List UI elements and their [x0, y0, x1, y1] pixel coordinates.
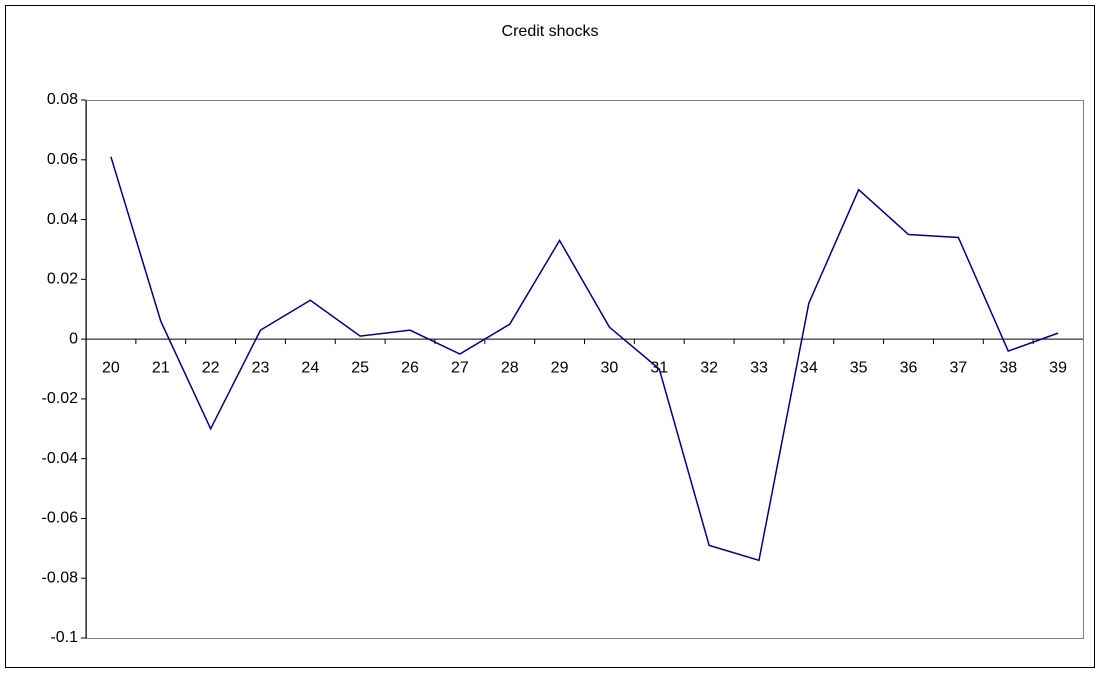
x-tick-label: 29: [551, 359, 569, 376]
x-tick-label: 26: [401, 359, 419, 376]
x-tick-label: 38: [999, 359, 1017, 376]
y-tick-label: -0.1: [50, 629, 78, 646]
x-tick-label: 21: [152, 359, 170, 376]
x-tick-label: 22: [202, 359, 220, 376]
x-tick-label: 27: [451, 359, 469, 376]
x-tick-label: 31: [650, 359, 668, 376]
data-line: [110, 156, 1059, 562]
x-tick-label: 34: [800, 359, 818, 376]
y-tick-label: 0.06: [47, 151, 78, 168]
x-tick-label: 36: [900, 359, 918, 376]
y-tick-label: 0.08: [47, 91, 78, 108]
chart-border: [5, 5, 1095, 668]
y-tick-label: -0.02: [42, 390, 79, 407]
y-tick-label: 0.04: [47, 211, 78, 228]
y-tick-label: -0.08: [42, 569, 79, 586]
x-tick-label: 37: [949, 359, 967, 376]
x-tick-label: 39: [1049, 359, 1067, 376]
x-tick-label: 32: [700, 359, 718, 376]
y-tick-label: 0.02: [47, 271, 78, 288]
y-tick-label: 0: [69, 330, 78, 347]
x-tick-label: 24: [301, 359, 319, 376]
y-tick-label: -0.04: [42, 450, 79, 467]
x-tick-label: 35: [850, 359, 868, 376]
y-tick-label: -0.06: [42, 510, 79, 527]
x-tick-label: 23: [252, 359, 270, 376]
x-tick-label: 33: [750, 359, 768, 376]
x-tick-label: 30: [601, 359, 619, 376]
chart-title: Credit shocks: [502, 23, 599, 40]
x-tick-label: 28: [501, 359, 519, 376]
x-tick-label: 20: [102, 359, 120, 376]
x-tick-label: 25: [351, 359, 369, 376]
